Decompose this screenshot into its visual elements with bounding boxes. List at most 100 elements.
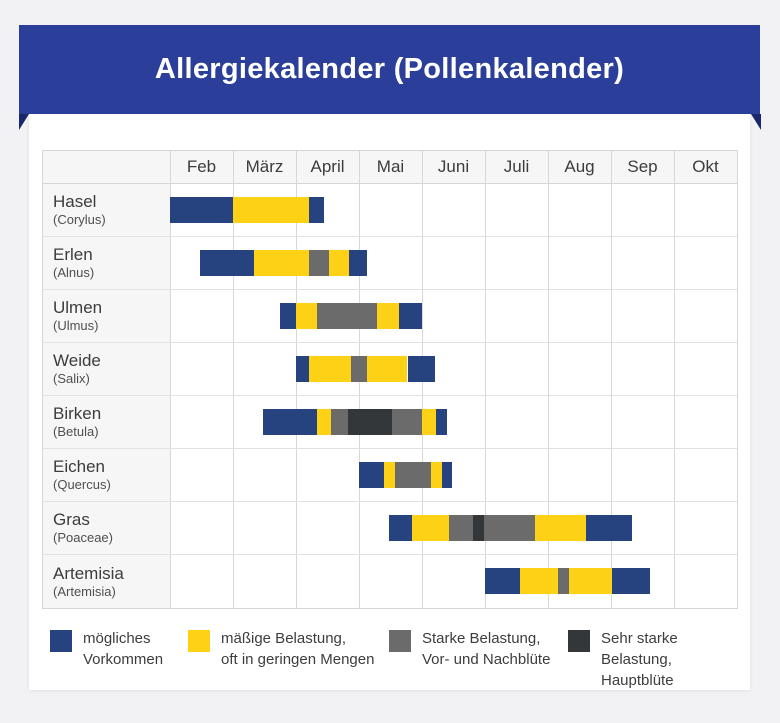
- plant-name: Birken: [53, 404, 102, 423]
- bar-segment-possible: [485, 568, 520, 594]
- plant-name-cell: Artemisia (Artemisia): [43, 555, 170, 608]
- bar-segment-strong: [558, 568, 569, 594]
- bar-segment-strong: [394, 462, 431, 488]
- bar-segment-strong: [392, 409, 422, 435]
- ribbon-fold-right: [751, 114, 761, 130]
- plant-name-cell: Hasel (Corylus): [43, 184, 170, 236]
- plant-name: Ulmen: [53, 298, 103, 317]
- bar-area: [170, 502, 737, 554]
- bar-segment-moderate: [233, 197, 309, 223]
- bar-area: [170, 290, 737, 342]
- bar-segment-possible: [389, 515, 412, 541]
- plant-latin-name: (Alnus): [53, 265, 95, 281]
- bar-segment-moderate: [383, 462, 395, 488]
- bar-segment-possible: [399, 303, 422, 329]
- table-row: Weide (Salix): [43, 343, 737, 396]
- bar-segment-possible: [407, 356, 435, 382]
- month-header-6: Aug: [564, 157, 595, 176]
- bar-area: [170, 449, 737, 501]
- legend-item-very_strong: Sehr starke Belastung, Hauptblüte: [568, 628, 750, 691]
- plant-latin-name: (Artemisia): [53, 583, 116, 599]
- plant-name-cell: Erlen (Alnus): [43, 237, 170, 289]
- bar-segment-possible: [612, 568, 651, 594]
- legend-label: Starke Belastung, Vor- und Nachblüte: [422, 630, 551, 668]
- bar-segment-possible: [170, 197, 233, 223]
- month-header-7: Sep: [627, 157, 658, 176]
- bar-area: [170, 184, 737, 236]
- legend-label: Sehr starke Belastung, Hauptblüte: [601, 630, 678, 689]
- bar-segment-possible: [359, 462, 384, 488]
- bar-segment-moderate: [535, 515, 586, 541]
- legend-swatch: [389, 630, 411, 652]
- legend-item-strong: Starke Belastung, Vor- und Nachblüte: [389, 628, 550, 670]
- table-header-row: Feb März April Mai Juni Juli Aug Sep Okt: [43, 151, 737, 184]
- plant-latin-name: (Salix): [53, 371, 90, 387]
- bar-segment-moderate: [366, 356, 408, 382]
- plant-latin-name: (Quercus): [53, 477, 111, 493]
- ribbon-fold-left: [19, 114, 29, 130]
- ribbon-banner: Allergiekalender (Pollenkalender): [19, 25, 760, 114]
- bar-segment-possible: [585, 515, 632, 541]
- bar-segment-strong: [351, 356, 367, 382]
- plant-name: Gras: [53, 510, 90, 529]
- plant-name: Erlen: [53, 245, 93, 264]
- legend-item-moderate: mäßige Belastung, oft in geringen Mengen: [188, 628, 374, 670]
- bar-area: [170, 343, 737, 395]
- bar-segment-moderate: [328, 250, 349, 276]
- bar-segment-very_strong: [473, 515, 484, 541]
- month-header-4: Juni: [437, 157, 470, 176]
- legend-item-possible: mögliches Vorkommen: [50, 628, 163, 670]
- table-row: Hasel (Corylus): [43, 184, 737, 237]
- bar-segment-moderate: [376, 303, 400, 329]
- plant-name-cell: Birken (Betula): [43, 396, 170, 448]
- legend: mögliches Vorkommen mäßige Belastung, oft…: [29, 628, 750, 689]
- month-header-5: Juli: [503, 157, 530, 176]
- plant-name: Eichen: [53, 457, 105, 476]
- bar-segment-moderate: [568, 568, 613, 594]
- plant-name-cell: Weide (Salix): [43, 343, 170, 395]
- plant-name-cell: Ulmen (Ulmus): [43, 290, 170, 342]
- table-row: Erlen (Alnus): [43, 237, 737, 290]
- bar-segment-strong: [483, 515, 536, 541]
- month-header-2: April: [310, 157, 345, 176]
- legend-swatch: [50, 630, 72, 652]
- bar-segment-possible: [348, 250, 367, 276]
- bar-segment-possible: [200, 250, 254, 276]
- bar-area: [170, 396, 737, 448]
- table-row: Birken (Betula): [43, 396, 737, 449]
- plant-latin-name: (Corylus): [53, 212, 106, 228]
- bar-segment-moderate: [317, 409, 331, 435]
- bar-segment-possible: [280, 303, 296, 329]
- month-header-1: März: [245, 157, 284, 176]
- table-row: Artemisia (Artemisia): [43, 555, 737, 608]
- legend-swatch: [188, 630, 210, 652]
- bar-segment-possible: [441, 462, 452, 488]
- plant-name-cell: Eichen (Quercus): [43, 449, 170, 501]
- month-header-0: Feb: [186, 157, 217, 176]
- legend-label: mögliches Vorkommen: [83, 630, 164, 668]
- bar-area: [170, 237, 737, 289]
- bar-segment-strong: [308, 250, 329, 276]
- plant-name: Artemisia: [53, 563, 124, 583]
- table-row: Gras (Poaceae): [43, 502, 737, 555]
- calendar-rows: Hasel (Corylus) Erlen (Alnus) Ulmen (Ulmus) We…: [43, 184, 737, 608]
- legend-label: mäßige Belastung, oft in geringen Mengen: [221, 630, 375, 668]
- month-header-strip: Feb März April Mai Juni Juli Aug Sep Okt: [170, 151, 737, 183]
- calendar-card: Feb März April Mai Juni Juli Aug Sep Okt Hasel (C…: [29, 114, 750, 690]
- bar-segment-possible: [263, 409, 318, 435]
- bar-segment-moderate: [308, 356, 352, 382]
- month-header-3: Mai: [376, 157, 405, 176]
- bar-segment-moderate: [296, 303, 317, 329]
- bar-segment-possible: [308, 197, 325, 223]
- bar-segment-moderate: [430, 462, 442, 488]
- plant-name: Weide: [53, 351, 101, 370]
- month-header-8: Okt: [692, 157, 719, 176]
- bar-segment-possible: [436, 409, 448, 435]
- page-title: Allergiekalender (Pollenkalender): [154, 53, 625, 85]
- table-row: Ulmen (Ulmus): [43, 290, 737, 343]
- plant-name: Hasel: [53, 192, 97, 211]
- bar-segment-strong: [316, 303, 377, 329]
- bar-segment-strong: [330, 409, 349, 435]
- plant-latin-name: (Poaceae): [53, 530, 113, 546]
